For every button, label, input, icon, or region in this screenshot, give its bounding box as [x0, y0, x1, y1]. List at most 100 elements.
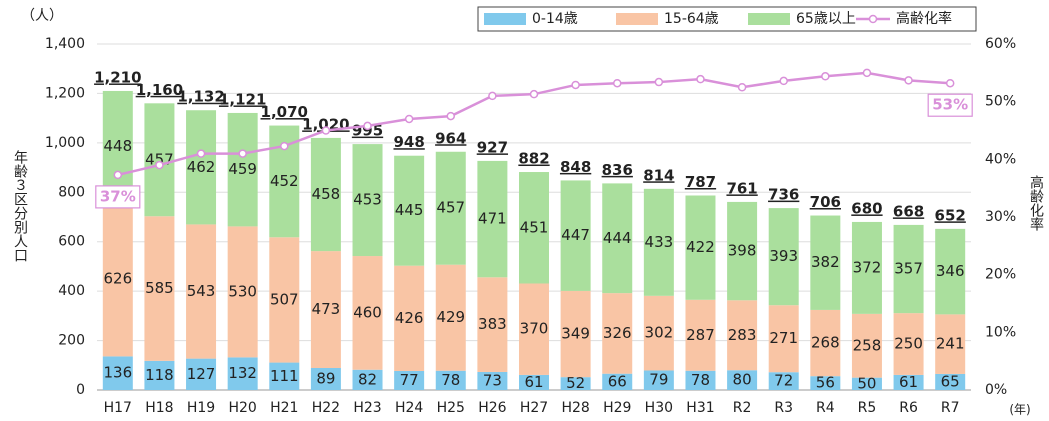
rate-marker — [446, 111, 456, 121]
y2-tick-label: 30% — [985, 209, 1016, 225]
rate-marker — [612, 78, 622, 88]
bar-segment — [144, 103, 175, 217]
bar-value-label: 82 — [358, 370, 377, 388]
bar-value-label: 118 — [145, 366, 174, 384]
bar-segment — [394, 155, 425, 266]
y2-tick-label: 50% — [985, 94, 1016, 110]
bar-value-label: 50 — [857, 374, 876, 392]
bar-value-label: 287 — [686, 326, 715, 344]
bar-value-label: 473 — [312, 300, 341, 318]
y-tick-label: 1,400 — [45, 36, 85, 52]
bar-segment — [727, 370, 758, 390]
rate-marker — [196, 149, 206, 158]
bar-segment — [310, 368, 341, 390]
bar-segment — [893, 374, 924, 390]
bar-value-label: 79 — [649, 371, 668, 389]
y-tick-label: 200 — [58, 333, 85, 349]
bar-segment — [519, 283, 549, 375]
total-label: 836 — [602, 161, 633, 179]
bar-segment — [477, 277, 508, 372]
bar-value-label: 80 — [733, 371, 752, 389]
bar-segment — [851, 313, 882, 378]
bar-value-label: 258 — [853, 336, 882, 354]
bar-value-label: 283 — [728, 326, 757, 344]
y2-tick-label: 20% — [985, 267, 1016, 283]
y-tick-label: 400 — [58, 283, 85, 299]
total-label: 814 — [643, 166, 674, 184]
legend-marker — [868, 14, 878, 24]
y-tick-label: 1,000 — [45, 135, 85, 151]
x-tick-label: H24 — [395, 400, 423, 416]
rate-marker — [821, 72, 830, 81]
bar-value-label: 61 — [899, 373, 918, 391]
x-tick-label: H20 — [228, 400, 256, 416]
x-tick-label: R6 — [899, 400, 918, 416]
total-label: 848 — [560, 158, 591, 176]
bar-value-label: 462 — [187, 158, 216, 176]
x-unit: (年) — [1009, 403, 1030, 417]
bar-value-label: 382 — [811, 253, 840, 271]
bar-value-label: 530 — [228, 282, 257, 300]
bar-value-label: 460 — [353, 303, 382, 321]
bar-segment — [144, 216, 175, 361]
bar-segment — [810, 215, 841, 310]
bar-value-label: 52 — [566, 374, 585, 392]
x-tick-label: R2 — [733, 400, 752, 416]
bar-value-label: 111 — [270, 367, 299, 385]
rate-marker — [654, 77, 664, 87]
total-label: 736 — [768, 186, 799, 204]
bar-segment — [560, 290, 591, 378]
rate-label-box — [927, 93, 973, 117]
rate-marker — [321, 126, 331, 135]
rate-label-box — [95, 185, 141, 209]
legend-swatch — [748, 13, 790, 25]
bar-segment — [643, 370, 674, 390]
x-tick-label: R3 — [774, 400, 793, 416]
bar-segment — [310, 137, 341, 252]
bar-value-label: 383 — [478, 315, 507, 333]
bar-segment — [643, 295, 674, 371]
total-label: 652 — [935, 206, 966, 224]
bar-segment — [727, 201, 758, 301]
total-label: 964 — [435, 129, 466, 147]
rate-marker — [280, 141, 289, 151]
bar-segment — [685, 299, 716, 371]
x-tick-label: H21 — [270, 400, 298, 416]
bar-value-label: 543 — [187, 282, 216, 300]
total-label: 1,132 — [177, 88, 224, 106]
y2-tick-label: 10% — [985, 324, 1016, 340]
bar-value-label: 136 — [103, 364, 132, 382]
y2-tick-label: 0% — [985, 382, 1007, 398]
bar-segment — [893, 224, 924, 314]
bar-segment — [394, 370, 425, 390]
bar-segment — [602, 373, 633, 390]
bar-value-label: 65 — [941, 372, 960, 390]
bar-segment — [685, 370, 716, 390]
bar-value-label: 459 — [228, 160, 257, 178]
rate-marker — [737, 83, 747, 92]
total-label: 1,160 — [136, 81, 183, 99]
rate-marker — [488, 91, 497, 101]
bar-value-label: 346 — [936, 262, 965, 280]
bar-value-label: 451 — [520, 218, 549, 236]
bar-value-label: 302 — [645, 324, 674, 342]
x-tick-label: H25 — [437, 400, 465, 416]
total-label: 680 — [851, 199, 882, 217]
x-tick-label: H31 — [686, 400, 714, 416]
bar-segment — [269, 362, 300, 390]
bar-segment — [186, 110, 217, 225]
total-label: 882 — [518, 150, 549, 168]
bar-segment — [186, 224, 217, 359]
rate-marker — [571, 80, 580, 90]
bar-value-label: 448 — [103, 137, 132, 155]
bar-segment — [810, 309, 841, 377]
y-tick-label: 0 — [76, 382, 85, 398]
bar-value-label: 433 — [645, 233, 674, 251]
bar-segment — [643, 188, 674, 296]
bar-value-label: 398 — [728, 242, 757, 260]
bar-segment — [935, 314, 966, 374]
rate-marker — [862, 68, 872, 78]
rate-marker — [155, 160, 164, 170]
x-tick-label: H26 — [478, 400, 506, 416]
